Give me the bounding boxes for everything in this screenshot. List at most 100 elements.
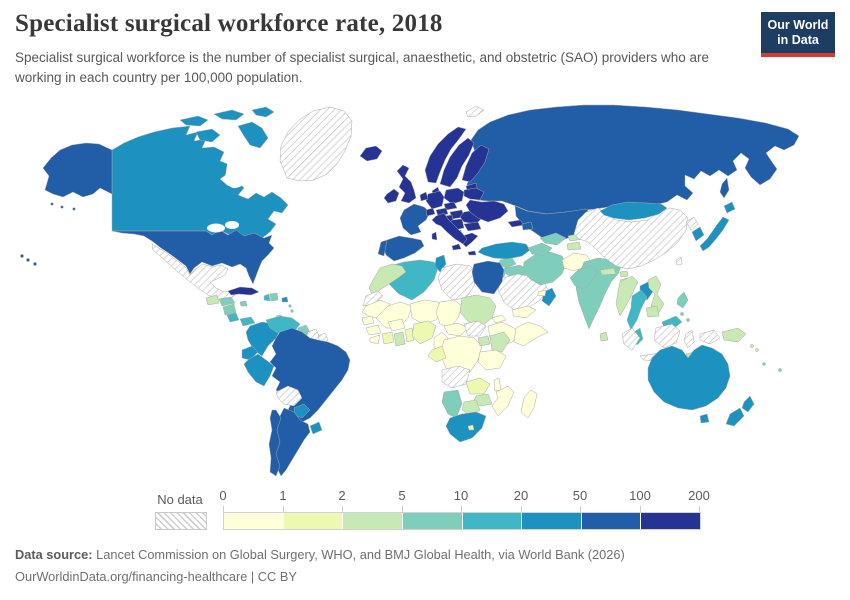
country-dr-congo[interactable]	[439, 335, 483, 377]
vanuatu-island[interactable]	[762, 362, 766, 366]
country-tajikistan[interactable]	[566, 241, 582, 251]
country-togo-benin[interactable]	[404, 327, 415, 343]
country-honduras[interactable]	[218, 296, 236, 307]
country-mexico[interactable]	[151, 243, 236, 302]
country-bhutan[interactable]	[619, 270, 629, 278]
country-ireland[interactable]	[383, 188, 400, 204]
country-crete[interactable]	[467, 250, 477, 256]
country-turkmenistan[interactable]	[527, 242, 553, 257]
country-nepal[interactable]	[599, 267, 617, 276]
country-tasmania[interactable]	[699, 413, 710, 424]
country-bolivia[interactable]	[275, 385, 303, 407]
legend-bin-5-10[interactable]	[401, 513, 462, 529]
country-sardinia[interactable]	[431, 231, 438, 241]
country-canada-island[interactable]	[251, 106, 275, 118]
country-sri-lanka[interactable]	[599, 331, 609, 342]
country-japan-hokkaido[interactable]	[723, 201, 736, 214]
country-benelux[interactable]	[419, 191, 429, 202]
country-ghana[interactable]	[393, 331, 406, 347]
country-australia[interactable]	[647, 344, 731, 411]
owid-logo[interactable]: Our World in Data	[761, 12, 835, 57]
country-malawi[interactable]	[493, 377, 502, 392]
country-haiti[interactable]	[263, 293, 271, 302]
country-canada-island[interactable]	[237, 121, 269, 149]
country-cambodia[interactable]	[645, 305, 660, 318]
legend-bin-10-20[interactable]	[461, 513, 522, 529]
country-indonesia-borneo[interactable]	[653, 323, 681, 349]
country-taiwan[interactable]	[675, 256, 683, 266]
country-new-zealand-south[interactable]	[725, 407, 745, 427]
country-uae[interactable]	[537, 289, 547, 297]
country-united-kingdom[interactable]	[396, 164, 417, 204]
country-chad[interactable]	[435, 299, 463, 329]
country-pakistan[interactable]	[569, 265, 599, 290]
country-guatemala[interactable]	[205, 294, 220, 306]
country-chile[interactable]	[268, 409, 282, 477]
country-brazil[interactable]	[269, 327, 351, 423]
country-portugal[interactable]	[377, 239, 388, 257]
legend-bin-50-100[interactable]	[580, 513, 641, 529]
country-egypt[interactable]	[471, 260, 505, 295]
legend-bin-20-50[interactable]	[521, 513, 581, 529]
country-libya[interactable]	[437, 263, 477, 301]
hawaii-island[interactable]	[20, 254, 24, 258]
country-canada-island[interactable]	[179, 115, 209, 127]
country-senegal[interactable]	[361, 315, 375, 326]
country-cuba[interactable]	[227, 286, 260, 296]
country-western-sahara[interactable]	[362, 290, 384, 307]
country-costa-rica[interactable]	[226, 312, 240, 323]
country-zambia[interactable]	[465, 377, 491, 395]
country-turkey[interactable]	[477, 241, 531, 260]
country-morocco[interactable]	[368, 263, 407, 295]
country-gabon-congo[interactable]	[427, 345, 447, 363]
country-nigeria[interactable]	[411, 320, 437, 345]
aleutian-island[interactable]	[60, 205, 64, 209]
country-italy[interactable]	[431, 212, 468, 245]
solomon-island[interactable]	[755, 348, 759, 352]
country-guinea[interactable]	[365, 324, 382, 336]
country-bulgaria[interactable]	[463, 221, 482, 232]
footer-link-line[interactable]: OurWorldinData.org/financing-healthcare …	[15, 568, 297, 584]
country-burkina-faso[interactable]	[387, 318, 406, 332]
country-madagascar[interactable]	[520, 389, 538, 419]
country-alaska[interactable]	[42, 142, 113, 198]
country-mozambique[interactable]	[491, 385, 515, 417]
legend-bin-1-2[interactable]	[282, 513, 343, 529]
country-indonesia-papua[interactable]	[699, 329, 721, 345]
country-iceland[interactable]	[359, 145, 383, 162]
fiji-island[interactable]	[778, 368, 782, 372]
aleutian-island[interactable]	[50, 202, 54, 206]
country-sweden[interactable]	[439, 137, 475, 188]
lesser-antilles-island[interactable]	[288, 304, 292, 308]
legend-bin-100-200[interactable]	[640, 513, 700, 529]
country-panama[interactable]	[239, 316, 256, 327]
country-eritrea[interactable]	[491, 314, 507, 324]
country-yemen[interactable]	[511, 305, 537, 319]
country-dominican-republic[interactable]	[269, 292, 279, 302]
country-puerto-rico[interactable]	[281, 296, 289, 303]
country-south-africa[interactable]	[445, 411, 487, 443]
country-sierra-leone[interactable]	[369, 334, 381, 345]
legend-bin-2-5[interactable]	[342, 513, 402, 529]
country-germany[interactable]	[425, 190, 445, 210]
lesser-antilles-island[interactable]	[290, 309, 294, 313]
country-peru[interactable]	[243, 353, 275, 387]
country-uganda[interactable]	[477, 335, 491, 347]
hawaii-island[interactable]	[26, 258, 30, 262]
country-myanmar[interactable]	[615, 275, 639, 317]
legend-bin-0-1[interactable]	[224, 513, 283, 529]
hawaii-island[interactable]	[33, 262, 37, 266]
country-russia-sakhalin[interactable]	[719, 177, 730, 199]
country-france[interactable]	[399, 203, 431, 236]
country-south-korea[interactable]	[691, 226, 705, 242]
country-saudi-arabia[interactable]	[497, 273, 549, 311]
country-south-sudan[interactable]	[463, 320, 487, 337]
country-canada-island[interactable]	[213, 109, 245, 121]
country-north-korea[interactable]	[685, 216, 699, 231]
country-finland[interactable]	[461, 144, 490, 183]
country-svalbard[interactable]	[465, 105, 485, 118]
country-somalia[interactable]	[513, 321, 549, 347]
aleutian-island[interactable]	[72, 207, 76, 211]
country-papua-new-guinea[interactable]	[721, 327, 747, 343]
country-philippines[interactable]	[676, 291, 689, 309]
